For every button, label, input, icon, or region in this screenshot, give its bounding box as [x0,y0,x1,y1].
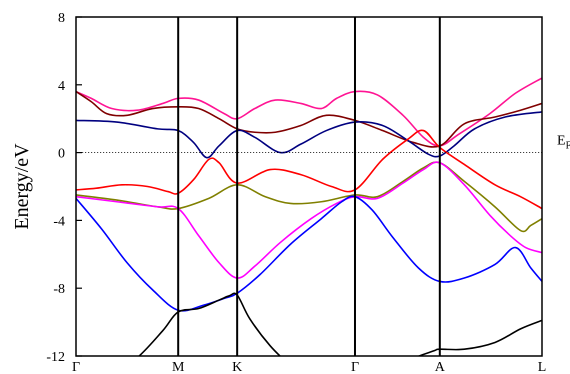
x-tick-label-3: Γ [351,360,359,374]
band-line-7 [76,195,542,312]
band-line-2 [76,90,542,148]
band-lines [76,77,542,356]
y-axis-title: Energy/eV [11,143,33,230]
x-tick-label-2: K [232,360,242,374]
y-ticks: 8 4 0 -4 -8 -12 [46,11,82,365]
y-tick-label-1: 4 [58,79,65,94]
x-tick-label-5: L [538,360,547,374]
x-tick-label-1: M [172,360,185,374]
y-tick-label-3: -4 [53,214,65,229]
fermi-label-main: E [557,134,566,149]
y-tick-label-2: 0 [58,147,65,162]
y-tick-label-4: -8 [53,282,65,297]
band-line-4 [76,129,542,210]
band-line-3 [76,111,542,159]
frame [75,16,543,357]
x-tick-label-0: Γ [72,360,80,374]
x-tick-label-4: A [435,360,446,374]
fermi-label-sub: F [566,141,570,152]
band-line-1 [76,77,542,147]
high-symmetry-lines [177,17,441,356]
y-tick-label-0: 8 [58,11,65,26]
fermi-label: EF [557,134,570,152]
band-line-8 [137,292,282,356]
plot-frame [75,16,543,357]
band-line-6 [76,161,542,279]
y-tick-label-5: -12 [46,350,65,365]
band-line-9 [416,319,542,356]
